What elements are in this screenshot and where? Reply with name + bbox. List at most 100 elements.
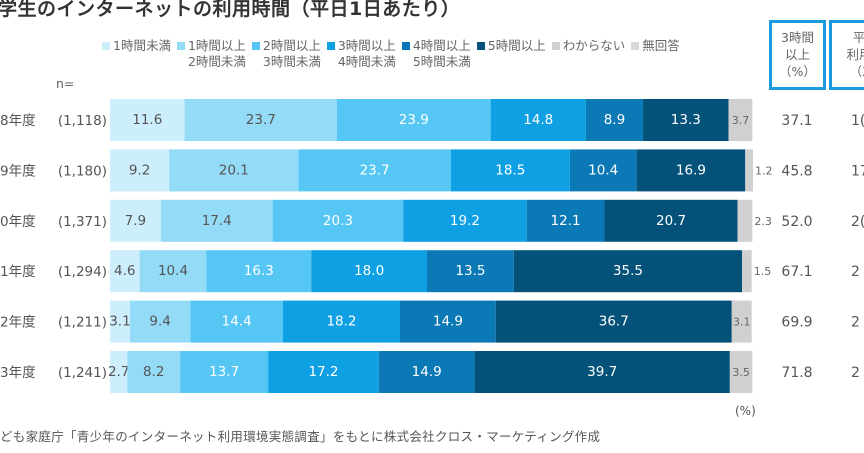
bar-segment: [636, 149, 746, 192]
bar-segment: [643, 99, 729, 141]
bar-segment: [311, 250, 427, 293]
category-label: 8年度: [0, 113, 36, 129]
data-label: 1.2: [755, 164, 773, 177]
bar-segment: [110, 250, 140, 293]
data-label: 20.3: [323, 213, 353, 229]
bar-segment: [110, 351, 128, 393]
legend-item: 4時間以上 5時間未満: [401, 38, 471, 70]
average-minutes-value: 2: [851, 365, 860, 381]
data-label: 16.9: [676, 162, 706, 178]
legend-label: 5時間以上: [487, 38, 546, 53]
legend-swatch: [631, 42, 640, 50]
bar-segment: [474, 351, 730, 393]
data-label: 8.9: [604, 112, 625, 128]
legend-swatch: [102, 42, 110, 50]
bar-segment: [110, 99, 185, 141]
bar-segment: [298, 149, 451, 192]
data-label: 17.4: [202, 213, 232, 229]
legend-label: わからない: [562, 38, 626, 53]
bar-segment: [569, 149, 637, 192]
bar-segment: [129, 300, 191, 343]
data-label: 14.9: [433, 314, 463, 330]
data-label: 18.5: [495, 162, 525, 178]
bar-segment: [728, 99, 753, 141]
average-minutes-value: 1(: [851, 113, 864, 129]
average-minutes-value: 2(: [851, 214, 864, 230]
bar-segment: [184, 99, 337, 141]
category-label: 2年度: [0, 315, 36, 331]
bar-segment: [737, 199, 753, 242]
data-label: 13.5: [455, 263, 485, 279]
bar-segment: [495, 300, 732, 343]
legend-item: 1時間未満: [102, 38, 171, 70]
data-label: 8.2: [143, 364, 164, 380]
data-label: 4.6: [114, 263, 135, 279]
bar-segment: [139, 250, 207, 293]
bar-segment: [268, 351, 379, 393]
data-label: 3.1: [109, 314, 130, 330]
average-minutes-value: 17: [851, 163, 864, 179]
legend-label: 1時間以上 2時間未満: [187, 38, 246, 69]
legend-item: 3時間以上 4時間未満: [326, 38, 396, 70]
header-average-minutes: 平 利用 （ｽ: [829, 20, 864, 90]
legend: 1時間未満 1時間以上 2時間未満 2時間以上 3時間未満 3時間以上 4時間未満 4時間以上…: [102, 38, 686, 70]
data-label: 1.5: [754, 265, 772, 278]
legend-label: 1時間未満: [113, 38, 171, 53]
legend-swatch: [476, 42, 485, 50]
header-average-minutes-line1: 平: [852, 30, 864, 45]
sample-size-label: (1,118): [58, 113, 107, 129]
data-label: 13.3: [671, 112, 701, 128]
header-three-hours-plus-line1: 3時間: [781, 30, 814, 45]
data-label: 23.7: [246, 112, 276, 128]
bar-segment: [110, 149, 170, 192]
bar-segment: [110, 300, 130, 343]
bar-segment: [490, 99, 586, 141]
sample-size-label: (1,180): [58, 163, 107, 179]
bar-segment: [110, 199, 161, 242]
bar-segment: [450, 149, 570, 192]
bar-segment: [272, 199, 404, 242]
bar-segment: [426, 250, 514, 293]
legend-swatch: [326, 42, 335, 50]
sample-size-label: (1,371): [58, 214, 107, 230]
data-label: 23.7: [360, 162, 390, 178]
three-hours-plus-value: 37.1: [781, 113, 812, 129]
sample-size-label: (1,294): [58, 264, 107, 280]
three-hours-plus-value: 45.8: [781, 163, 812, 179]
data-label: 3.1: [733, 316, 751, 329]
legend-swatch: [251, 42, 260, 50]
bar-segment: [190, 300, 283, 343]
sample-size-label: (1,211): [58, 315, 107, 331]
legend-item: 無回答: [631, 38, 680, 70]
legend-item: わからない: [551, 38, 626, 70]
header-three-hours-plus-line3: （%）: [779, 64, 816, 79]
data-label: 9.2: [129, 162, 150, 178]
legend-label: 3時間以上 4時間未満: [337, 38, 396, 69]
legend-swatch: [551, 42, 560, 50]
legend-item: 1時間以上 2時間未満: [176, 38, 246, 70]
data-label: 39.7: [587, 364, 617, 380]
data-label: 16.3: [244, 263, 274, 279]
unit-label: (%): [735, 404, 756, 418]
source-note: ども家庭庁「青少年のインターネット利用環境実態調査」をもとに株式会社クロス・マー…: [0, 429, 601, 444]
legend-label: 2時間以上 3時間未満: [262, 38, 321, 69]
data-label: 3.5: [732, 366, 750, 379]
three-hours-plus-value: 69.9: [781, 315, 812, 331]
average-minutes-value: 2: [851, 264, 860, 280]
data-label: 2.7: [108, 364, 129, 380]
data-label: 20.7: [656, 213, 686, 229]
bar-segment: [378, 351, 475, 393]
data-label: 20.1: [219, 162, 249, 178]
bar-segment: [745, 149, 753, 192]
data-label: 17.2: [308, 364, 338, 380]
data-label: 14.8: [523, 112, 553, 128]
header-average-minutes-line2: 利用: [846, 47, 864, 62]
bar-segment: [336, 99, 491, 141]
n-label: n=: [56, 76, 75, 91]
bar-segment: [160, 199, 273, 242]
data-label: 35.5: [613, 263, 643, 279]
legend-item: 2時間以上 3時間未満: [251, 38, 321, 70]
data-label: 14.4: [222, 314, 252, 330]
header-three-hours-plus-line2: 以上: [784, 47, 810, 62]
